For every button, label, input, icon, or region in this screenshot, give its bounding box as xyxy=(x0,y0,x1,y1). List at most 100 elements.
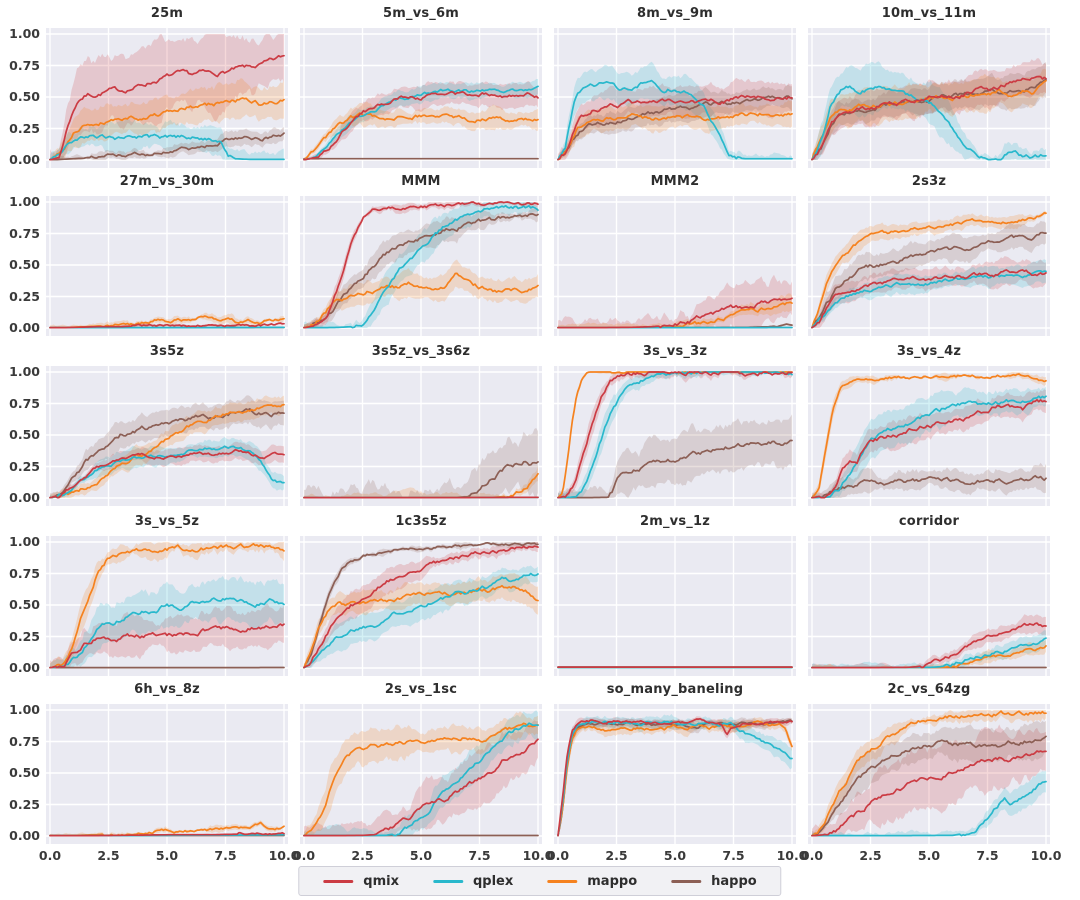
x-tick-label: 0.0 xyxy=(546,848,570,863)
subplot-title: 1c3s5z xyxy=(395,514,447,529)
y-tick-label: 0.50 xyxy=(9,257,40,272)
y-tick-label: 0.00 xyxy=(9,152,40,167)
y-tick-label: 1.00 xyxy=(9,702,40,717)
x-tick-label: 5.0 xyxy=(409,848,433,863)
x-tick-label: 0.0 xyxy=(292,848,316,863)
subplot-3s5z_vs_3s6z: 3s5z_vs_3s6z xyxy=(300,344,542,506)
plot-canvas xyxy=(300,536,542,676)
subplot-title: 8m_vs_9m xyxy=(637,6,713,21)
plot-canvas xyxy=(554,28,796,168)
subplot-title: 25m xyxy=(150,6,184,21)
x-tick-label: 0.0 xyxy=(38,848,62,863)
x-tick-label: 7.5 xyxy=(722,848,745,863)
subplot-3s_vs_4z: 3s_vs_4z xyxy=(808,344,1050,506)
plot-canvas xyxy=(554,196,796,336)
x-tick-label: 10.0 xyxy=(776,848,808,863)
y-tick-label: 0.25 xyxy=(9,288,40,304)
subplot-2s_vs_1sc: 2s_vs_1sc 0.0 2.5 5.0 7.5 10.0 xyxy=(293,682,554,863)
subplot-title: 2c_vs_64zg xyxy=(887,682,971,697)
x-tick-label: 2.5 xyxy=(97,848,120,863)
x-tick-label: 5.0 xyxy=(155,848,179,863)
qplex-line-icon xyxy=(432,879,463,883)
subplot-title: 6h_vs_8z xyxy=(134,682,200,697)
y-tick-label: 0.75 xyxy=(9,565,40,581)
plot-canvas xyxy=(46,366,288,506)
subplot-6h_vs_8z: 6h_vs_8z 1.00 0.75 0.50 0.25 0.00 0.0 2.5 5.0 7.5… xyxy=(9,682,299,863)
y-tick-label: 0.00 xyxy=(9,660,40,675)
subplot-3s5z: 3s5z 1.00 0.75 0.50 0.25 0.00 xyxy=(9,344,288,506)
y-tick-label: 1.00 xyxy=(9,26,40,41)
subplot-title: 3s5z xyxy=(149,344,185,359)
y-tick-label: 0.00 xyxy=(9,828,40,843)
legend-item-mappo: mappo xyxy=(547,874,637,889)
subplot-5m_vs_6m: 5m_vs_6m xyxy=(300,6,542,168)
subplot-3s_vs_5z: 3s_vs_5z 1.00 0.75 0.50 0.25 0.00 xyxy=(9,514,288,676)
plot-canvas xyxy=(300,704,542,844)
plot-canvas xyxy=(808,28,1050,168)
y-tick-label: 0.50 xyxy=(9,427,40,442)
x-tick-label: 2.5 xyxy=(859,848,882,863)
y-tick-label: 1.00 xyxy=(9,364,40,379)
x-tick-label: 10.0 xyxy=(268,848,300,863)
y-tick-label: 0.00 xyxy=(9,320,40,335)
plot-canvas xyxy=(300,366,542,506)
y-tick-label: 0.00 xyxy=(9,490,40,505)
legend-item-qmix: qmix xyxy=(323,874,399,889)
subplot-2c_vs_64zg: 2c_vs_64zg 0.0 2.5 5.0 7.5 10.0 xyxy=(801,682,1062,863)
subplot-25m: 25m 1.00 0.75 0.50 0.25 0.00 xyxy=(9,6,288,168)
y-tick-label: 1.00 xyxy=(9,534,40,549)
subplot-corridor: corridor xyxy=(808,514,1050,676)
subplot-title: 2s_vs_1sc xyxy=(384,682,458,697)
plot-canvas xyxy=(808,366,1050,506)
plot-canvas xyxy=(300,196,542,336)
y-tick-label: 0.75 xyxy=(9,225,40,241)
plot-canvas xyxy=(808,536,1050,676)
subplot-title: 2s3z xyxy=(911,174,947,189)
subplot-title: 2m_vs_1z xyxy=(639,514,710,529)
x-tick-label: 2.5 xyxy=(605,848,628,863)
y-tick-label: 0.75 xyxy=(9,57,40,73)
legend-label-qplex: qplex xyxy=(472,873,514,889)
subplot-2m_vs_1z: 2m_vs_1z xyxy=(554,514,796,676)
legend: qmix qplex mappo happo xyxy=(298,866,782,896)
subplot-8m_vs_9m: 8m_vs_9m xyxy=(554,6,796,168)
x-tick-label: 7.5 xyxy=(468,848,491,863)
y-tick-label: 0.75 xyxy=(9,733,40,749)
plot-canvas xyxy=(300,28,542,168)
subplot-title: 27m_vs_30m xyxy=(119,174,215,189)
subplot-10m_vs_11m: 10m_vs_11m xyxy=(808,6,1050,168)
y-tick-label: 0.50 xyxy=(9,765,40,780)
x-tick-label: 10.0 xyxy=(1030,848,1062,863)
plot-canvas xyxy=(554,366,796,506)
x-tick-label: 7.5 xyxy=(976,848,999,863)
x-tick-label: 10.0 xyxy=(522,848,554,863)
plot-canvas xyxy=(46,536,288,676)
subplot-title: MMM2 xyxy=(650,174,700,189)
y-tick-label: 0.25 xyxy=(9,458,40,474)
qmix-line-icon xyxy=(323,879,354,883)
subplot-title: 5m_vs_6m xyxy=(383,6,459,21)
subplot-title: 3s_vs_4z xyxy=(896,344,962,359)
plot-canvas xyxy=(554,536,796,676)
x-tick-label: 7.5 xyxy=(214,848,237,863)
plot-canvas xyxy=(46,196,288,336)
subplot-title: so_many_baneling xyxy=(606,682,744,697)
y-tick-label: 0.50 xyxy=(9,89,40,104)
legend-item-happo: happo xyxy=(671,874,757,889)
y-tick-label: 0.25 xyxy=(9,628,40,644)
y-tick-label: 0.25 xyxy=(9,120,40,136)
legend-label-mappo: mappo xyxy=(587,873,638,889)
subplot-title: MMM xyxy=(401,174,441,189)
plot-canvas xyxy=(554,704,796,844)
plot-canvas xyxy=(808,196,1050,336)
subplot-3s_vs_3z: 3s_vs_3z xyxy=(554,344,796,506)
legend-item-qplex: qplex xyxy=(432,873,514,889)
plot-canvas xyxy=(46,704,288,844)
y-tick-label: 0.50 xyxy=(9,597,40,612)
x-tick-label: 0.0 xyxy=(800,848,824,863)
subplot-2s3z: 2s3z xyxy=(808,174,1050,336)
legend-label-happo: happo xyxy=(711,873,757,889)
subplot-1c3s5z: 1c3s5z xyxy=(300,514,542,676)
subplot-title: 10m_vs_11m xyxy=(881,6,977,21)
